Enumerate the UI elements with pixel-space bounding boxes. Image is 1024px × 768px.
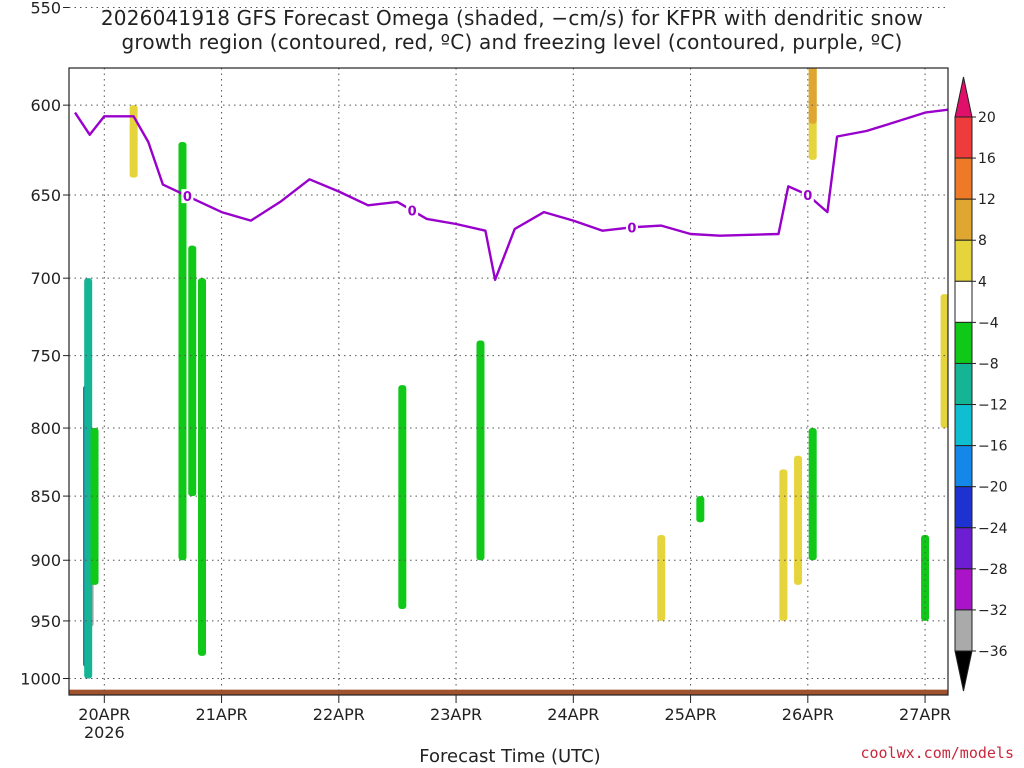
contour-label-bg xyxy=(625,220,638,235)
colorbar-segment xyxy=(954,116,973,159)
colorbar-segment xyxy=(954,486,973,529)
ground-bar xyxy=(69,689,948,695)
title-line-1: 2026041918 GFS Forecast Omega (shaded, −… xyxy=(100,6,924,30)
y-tick-label: 1000 xyxy=(20,670,61,689)
y-axis: 2503003504004505005506006507007508008509… xyxy=(20,0,69,689)
grid xyxy=(69,6,948,695)
omega-cell xyxy=(808,68,817,124)
colorbar-label: −36 xyxy=(978,644,1008,660)
contour-label: 0 xyxy=(627,221,636,236)
colorbar-label: −32 xyxy=(978,603,1008,619)
omega-cell xyxy=(696,496,705,523)
contour-labels: -18-18-18-18-12-12-12-120000 xyxy=(181,187,814,236)
y-tick-label: 600 xyxy=(30,96,61,115)
colorbar-label: 16 xyxy=(978,151,996,167)
colorbar-label: −20 xyxy=(978,480,1008,496)
omega-cell xyxy=(794,455,803,585)
colorbar-segment xyxy=(954,239,973,282)
omega-cell xyxy=(90,428,99,585)
x-axis-title: Forecast Time (UTC) xyxy=(419,746,601,767)
colorbar-segment xyxy=(954,404,973,447)
x-tick-label: 22APR xyxy=(313,705,365,724)
omega-cell xyxy=(398,385,407,610)
x-tick-label: 24APR xyxy=(547,705,599,724)
x-tick-label: 23APR xyxy=(430,705,482,724)
contour-label-bg xyxy=(181,189,194,204)
colorbar-label: −12 xyxy=(978,398,1008,414)
colorbar-label: −4 xyxy=(978,315,999,331)
colorbar-label: −24 xyxy=(978,521,1008,537)
omega-cell xyxy=(657,535,666,621)
contour-line xyxy=(74,108,948,281)
contours xyxy=(74,108,948,281)
y-tick-label: 800 xyxy=(30,419,61,438)
colorbar: 20 16 12 8 4 −4 −8 −12 −16 −20 −24 −28 −32 −36 xyxy=(954,76,1008,692)
omega-cell xyxy=(198,278,207,656)
colorbar-segment xyxy=(954,362,973,406)
colorbar-segment xyxy=(954,280,973,323)
colorbar-label: −28 xyxy=(978,562,1008,578)
y-tick-label: 550 xyxy=(30,0,61,17)
omega-cell xyxy=(129,105,138,178)
colorbar-segment xyxy=(954,609,973,652)
x-tick-label: 21APR xyxy=(196,705,248,724)
colorbar-segment xyxy=(954,198,973,241)
colorbar-bottom-arrow xyxy=(954,650,973,692)
y-tick-label: 900 xyxy=(30,551,61,570)
colorbar-label: 8 xyxy=(978,233,987,249)
omega-cell xyxy=(84,278,93,679)
colorbar-segment xyxy=(954,321,973,364)
contour-label-bg xyxy=(801,187,814,202)
x-tick-sublabel: 2026 xyxy=(84,723,125,742)
y-tick-label: 850 xyxy=(30,487,61,506)
omega-shading xyxy=(83,68,948,679)
omega-cell xyxy=(476,340,485,561)
x-tick-label: 27APR xyxy=(899,705,951,724)
colorbar-segment xyxy=(954,157,973,200)
plot-frame xyxy=(68,67,949,696)
colorbar-segment xyxy=(954,568,973,611)
contour-label: 0 xyxy=(408,204,417,219)
colorbar-label: 4 xyxy=(978,274,987,290)
omega-cell xyxy=(178,141,187,561)
colorbar-label: 20 xyxy=(978,110,996,126)
y-tick-label: 650 xyxy=(30,186,61,205)
title-line-2: growth region (contoured, red, ºC) and f… xyxy=(121,30,903,54)
colorbar-segment xyxy=(954,527,973,570)
omega-cell xyxy=(940,294,948,429)
colorbar-label: −8 xyxy=(978,356,999,372)
colorbar-top-arrow xyxy=(954,76,973,118)
omega-cell xyxy=(779,469,788,621)
y-tick-label: 700 xyxy=(30,269,61,288)
contour-label-bg xyxy=(406,203,419,218)
x-tick-label: 25APR xyxy=(665,705,717,724)
y-tick-label: 750 xyxy=(30,347,61,366)
contour-label: 0 xyxy=(183,190,192,205)
x-tick-label: 26APR xyxy=(782,705,834,724)
colorbar-label: −16 xyxy=(978,439,1008,455)
y-tick-label: 950 xyxy=(30,612,61,631)
colorbar-label: 12 xyxy=(978,192,996,208)
omega-cell xyxy=(808,428,817,561)
omega-cell xyxy=(188,245,197,497)
credit-text: coolwx.com/models xyxy=(860,744,1014,762)
chart-title: 2026041918 GFS Forecast Omega (shaded, −… xyxy=(0,6,1024,54)
contour-label: 0 xyxy=(803,189,812,204)
omega-cell xyxy=(921,535,930,621)
x-tick-label: 20APR xyxy=(78,705,130,724)
colorbar-segment xyxy=(954,445,973,488)
